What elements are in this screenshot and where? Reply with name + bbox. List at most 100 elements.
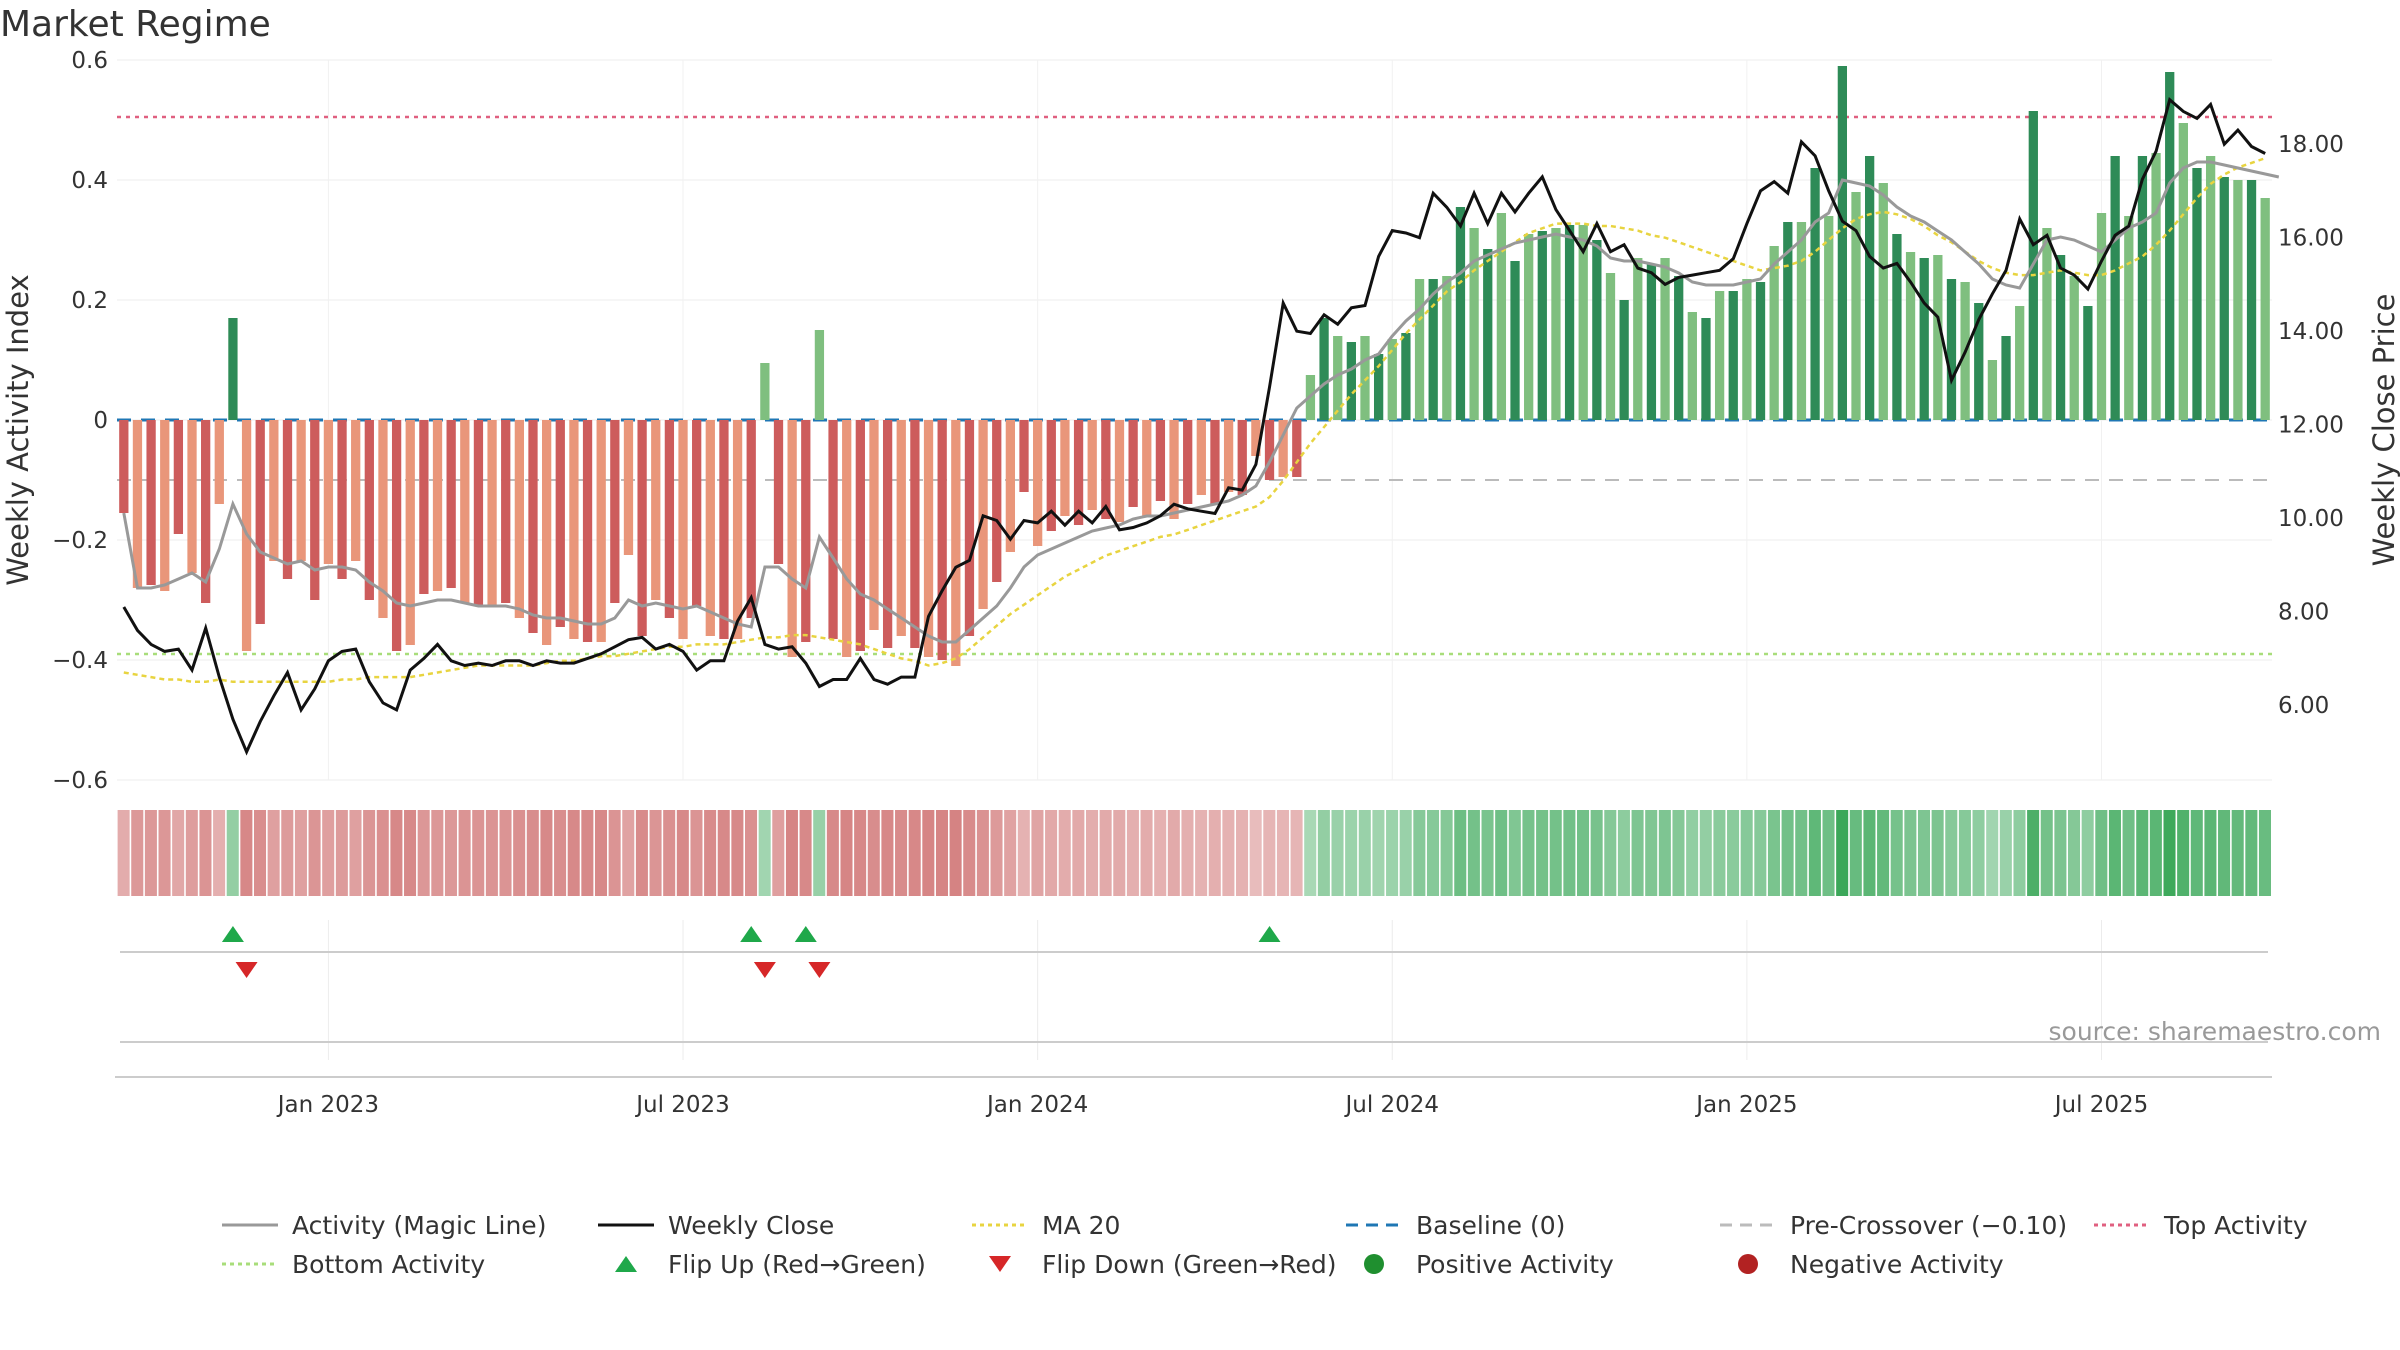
regime-cell (1358, 810, 1371, 896)
activity-bar (1742, 279, 1752, 420)
regime-cell (1399, 810, 1412, 896)
activity-bar (869, 420, 879, 630)
regime-cell (1604, 810, 1617, 896)
regime-cell (2149, 810, 2162, 896)
regime-cell (431, 810, 444, 896)
activity-bar (678, 420, 688, 639)
activity-bar (160, 420, 170, 591)
activity-bar (460, 420, 470, 603)
regime-cell (1508, 810, 1521, 896)
regime-cell (1072, 810, 1085, 896)
activity-bar (569, 420, 579, 639)
activity-bar (1319, 318, 1329, 420)
activity-bar (1005, 420, 1016, 552)
y-tick-label: 0.4 (71, 168, 108, 194)
flip-down-marker (235, 962, 258, 978)
legend-label: Pre-Crossover (−0.10) (1790, 1211, 2067, 1240)
y2-tick-label: 14.00 (2278, 319, 2344, 345)
regime-cell (1386, 810, 1399, 896)
regime-cell (1849, 810, 1862, 896)
activity-bar (2192, 168, 2202, 420)
activity-bar (1865, 156, 1875, 420)
regime-cell (949, 810, 962, 896)
activity-bar (910, 420, 920, 648)
regime-cell (1781, 810, 1794, 896)
legend-swatch-dot (1364, 1254, 1384, 1274)
regime-cell (963, 810, 976, 896)
regime-cell (622, 810, 635, 896)
activity-bar (1714, 291, 1725, 420)
activity-bar (255, 420, 265, 624)
regime-cell (1617, 810, 1630, 896)
activity-bar (1469, 228, 1479, 420)
regime-cell (1276, 810, 1289, 896)
activity-bar (2083, 306, 2093, 420)
regime-cell (2245, 810, 2258, 896)
y2-tick-label: 8.00 (2278, 600, 2329, 626)
activity-bar (1919, 258, 1929, 420)
legend-label: MA 20 (1042, 1211, 1120, 1240)
activity-bar (923, 420, 934, 657)
activity-bar (323, 420, 334, 564)
flip-down-marker (753, 962, 776, 978)
regime-cell (2190, 810, 2203, 896)
activity-bar (541, 420, 552, 645)
regime-cell (1522, 810, 1535, 896)
activity-bar (828, 420, 838, 639)
regime-cell (594, 810, 608, 896)
activity-bar (1387, 339, 1397, 420)
regime-cell (785, 810, 798, 896)
chart-title: Market Regime (0, 4, 271, 45)
regime-cell (2218, 810, 2231, 896)
regime-cell (513, 810, 526, 896)
activity-bar (1824, 216, 1834, 420)
activity-bar (1974, 303, 1984, 420)
activity-bar (1401, 333, 1411, 420)
activity-bar (378, 420, 388, 618)
activity-bar (1346, 342, 1356, 420)
activity-bar (664, 420, 675, 618)
activity-bar (1060, 420, 1070, 516)
activity-bar (1605, 273, 1616, 420)
activity-bar (1087, 420, 1097, 510)
regime-cell (117, 810, 130, 896)
activity-bar (814, 330, 825, 420)
regime-cell (1645, 810, 1658, 896)
activity-bar (2178, 123, 2188, 420)
regime-cell (1031, 810, 1044, 896)
activity-bar (937, 420, 947, 660)
activity-bar (1510, 261, 1520, 420)
activity-bar (1442, 276, 1452, 420)
regime-cell (2258, 810, 2271, 896)
regime-cell (1004, 810, 1017, 896)
activity-bar (2124, 216, 2134, 420)
regime-cell (813, 810, 826, 896)
activity-bar (705, 420, 715, 636)
x-tick-label: Jan 2023 (276, 1092, 379, 1118)
activity-bar (842, 420, 852, 657)
activity-bar (1851, 192, 1861, 420)
activity-bar (623, 420, 634, 555)
activity-bar (1701, 318, 1711, 420)
right-axis-ticks: 18.00 16.00 14.00 12.00 10.00 8.00 6.00 (2278, 132, 2344, 719)
y2-tick-label: 10.00 (2278, 506, 2344, 532)
activity-bar (1660, 258, 1670, 420)
y-tick-label: 0 (93, 408, 108, 434)
activity-bar (1619, 300, 1629, 420)
flip-down-marker (808, 962, 831, 978)
activity-bar (651, 420, 661, 600)
regime-cell (935, 810, 948, 896)
activity-bar (473, 420, 484, 606)
activity-bar (446, 420, 456, 588)
regime-cell (1713, 810, 1726, 896)
activity-bar (1142, 420, 1152, 516)
regime-cell (1727, 810, 1740, 896)
activity-bar (1333, 336, 1343, 420)
activity-bar (896, 420, 906, 636)
legend-label: Bottom Activity (292, 1250, 485, 1279)
regime-cell (1481, 810, 1494, 896)
regime-cell (1126, 810, 1139, 896)
regime-cell (417, 810, 430, 896)
regime-cell (1167, 810, 1180, 896)
activity-bar (1564, 225, 1575, 420)
